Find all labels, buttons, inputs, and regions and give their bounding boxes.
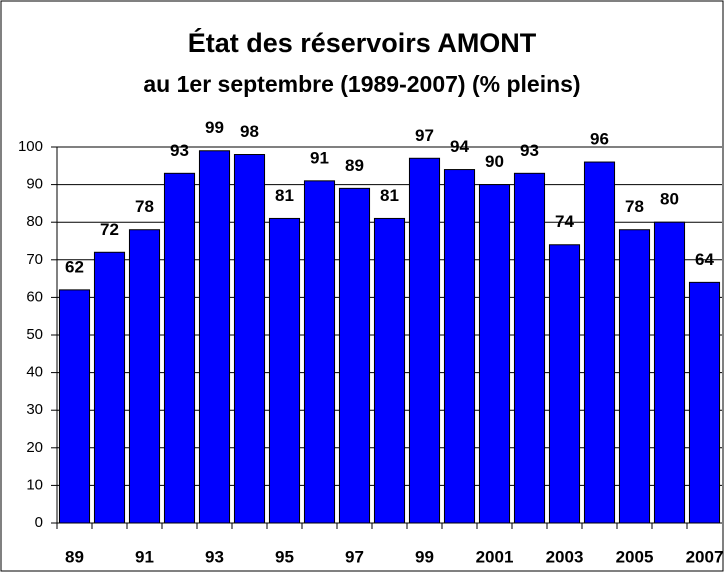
bar — [513, 172, 546, 524]
y-tick-label: 100 — [18, 138, 43, 155]
bar — [618, 229, 651, 524]
x-tick-label: 97 — [345, 547, 364, 566]
data-label: 90 — [485, 152, 504, 171]
bar — [583, 161, 616, 524]
data-label: 78 — [625, 197, 644, 216]
x-tick-label: 2003 — [546, 547, 584, 566]
bar — [268, 217, 301, 524]
data-label: 81 — [380, 186, 399, 205]
bar — [233, 154, 266, 524]
data-label: 62 — [65, 257, 84, 276]
bar — [93, 251, 126, 524]
y-tick-label: 60 — [26, 288, 43, 305]
y-tick-label: 70 — [26, 251, 43, 268]
data-label: 72 — [100, 220, 119, 239]
x-tick-label: 2007 — [686, 547, 724, 566]
bar — [373, 217, 406, 524]
data-label: 96 — [590, 130, 609, 149]
bar — [478, 184, 511, 524]
data-label: 94 — [450, 137, 469, 156]
y-tick-label: 30 — [26, 401, 43, 418]
bar — [688, 281, 721, 524]
bar — [58, 289, 91, 524]
chart-title: État des réservoirs AMONT — [188, 27, 537, 58]
bar — [303, 180, 336, 524]
bar — [198, 150, 231, 524]
data-label: 97 — [415, 126, 434, 145]
data-label: 78 — [135, 197, 154, 216]
bar — [548, 244, 581, 524]
data-label: 64 — [695, 250, 714, 269]
data-label: 81 — [275, 186, 294, 205]
x-tick-label: 99 — [415, 547, 434, 566]
x-tick-label: 93 — [205, 547, 224, 566]
data-label: 80 — [660, 190, 679, 209]
y-tick-label: 40 — [26, 364, 43, 381]
y-tick-label: 50 — [26, 326, 43, 343]
data-label: 93 — [170, 141, 189, 160]
data-label: 89 — [345, 156, 364, 175]
y-tick-label: 10 — [26, 476, 43, 493]
data-label: 93 — [520, 141, 539, 160]
x-tick-label: 91 — [135, 547, 154, 566]
y-tick-label: 0 — [35, 514, 43, 531]
data-label: 98 — [240, 122, 259, 141]
y-tick-label: 90 — [26, 176, 43, 193]
bar — [338, 187, 371, 524]
data-label: 99 — [205, 118, 224, 137]
data-label: 74 — [555, 212, 574, 231]
y-tick-label: 20 — [26, 439, 43, 456]
bar — [653, 221, 686, 524]
bar — [443, 169, 476, 524]
x-tick-label: 89 — [65, 547, 84, 566]
bar — [163, 172, 196, 524]
y-tick-label: 80 — [26, 213, 43, 230]
bar — [408, 157, 441, 524]
x-tick-label: 2005 — [616, 547, 654, 566]
x-tick-label: 2001 — [476, 547, 514, 566]
data-label: 91 — [310, 148, 329, 167]
x-tick-label: 95 — [275, 547, 294, 566]
bar — [128, 229, 161, 524]
chart-title: au 1er septembre (1989-2007) (% pleins) — [143, 71, 580, 97]
